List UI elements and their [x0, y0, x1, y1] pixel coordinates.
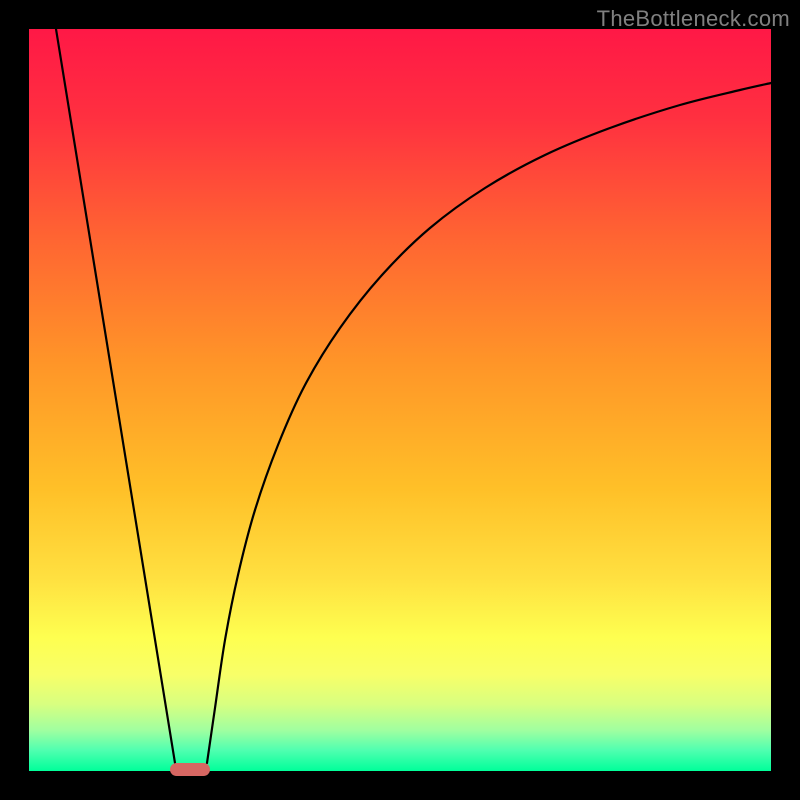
watermark-text: TheBottleneck.com — [597, 6, 790, 32]
chart-svg — [0, 0, 800, 800]
bottleneck-chart: TheBottleneck.com — [0, 0, 800, 800]
